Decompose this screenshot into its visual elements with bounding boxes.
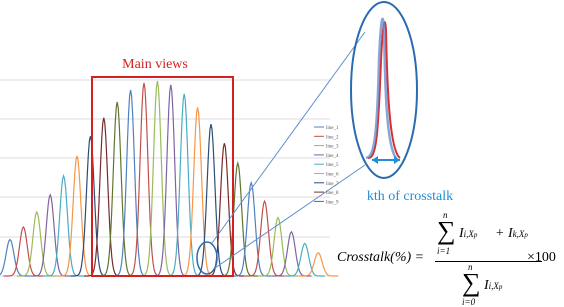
- term-subsub: p: [473, 231, 478, 239]
- sum-bottom: i=0: [462, 297, 476, 307]
- view-peak: [3, 225, 44, 277]
- crosstalk-arrowheads: [372, 156, 400, 164]
- term: Ii,Xp: [484, 278, 502, 294]
- term-sub: i,X: [488, 281, 499, 291]
- legend-label: line_1: [326, 126, 339, 131]
- term: Ii,Xp: [459, 226, 477, 242]
- sum-top: n: [443, 210, 448, 220]
- zoom-line: [211, 31, 366, 244]
- view-peak: [217, 160, 258, 277]
- legend-label: line_9: [326, 200, 339, 205]
- main-views-label: Main views: [122, 57, 188, 72]
- peaks: [0, 81, 339, 277]
- zoom-line: [214, 164, 366, 269]
- formula-lhs: Crosstalk(%) =: [337, 250, 425, 265]
- sum-top: n: [468, 262, 473, 272]
- view-peak: [244, 199, 285, 277]
- view-peak: [298, 251, 339, 277]
- view-peak: [150, 84, 191, 277]
- zoom-ellipse-large: [350, 1, 418, 179]
- term-subsub: p: [498, 283, 503, 291]
- zoom-ellipse-small: [196, 241, 218, 275]
- formula-times: ×100: [527, 250, 556, 265]
- view-peak: [30, 193, 71, 277]
- formula-numerator: n ∑ i=1 Ii,Xp + Ik,Xp: [437, 210, 545, 256]
- sum-sign: ∑: [437, 216, 456, 245]
- legend-label: line_4: [326, 154, 339, 159]
- view-peak: [97, 101, 138, 277]
- view-peak: [137, 81, 178, 277]
- formula-denominator: n ∑ i=0 Ii,Xp: [462, 262, 522, 307]
- sum-bottom: i=1: [437, 246, 451, 256]
- view-peak: [284, 242, 325, 277]
- view-peak: [43, 173, 84, 277]
- term-symbol: I: [459, 226, 464, 241]
- legend-label: line_5: [326, 163, 339, 168]
- legend-label: line_6: [326, 173, 339, 178]
- term-symbol: I: [484, 278, 489, 293]
- legend: line_1 line_2 line_3 line_4 line_5 line_6line…: [314, 126, 339, 205]
- plus-symbol: + I: [495, 226, 513, 241]
- zoom-peak-blue: [365, 17, 398, 160]
- fraction-bar: [435, 261, 542, 262]
- plus-sub: k,X: [512, 229, 525, 239]
- crosstalk-label: kth of crosstalk: [367, 189, 453, 204]
- view-peak: [124, 82, 164, 277]
- sum-sign: ∑: [462, 268, 481, 297]
- legend-label: line_8: [326, 191, 339, 196]
- main-views-box: [91, 76, 234, 277]
- view-peak: [258, 216, 298, 277]
- legend-label: line_7: [326, 182, 339, 187]
- plus-subsub: p: [524, 231, 528, 239]
- legend-label: line_2: [326, 135, 339, 140]
- plus-term: + Ik,Xp: [495, 226, 528, 242]
- view-peak: [110, 89, 151, 277]
- view-peak: [271, 230, 312, 277]
- term-sub: i,X: [463, 229, 474, 239]
- legend-label: line_3: [326, 145, 339, 150]
- view-peak: [16, 210, 57, 277]
